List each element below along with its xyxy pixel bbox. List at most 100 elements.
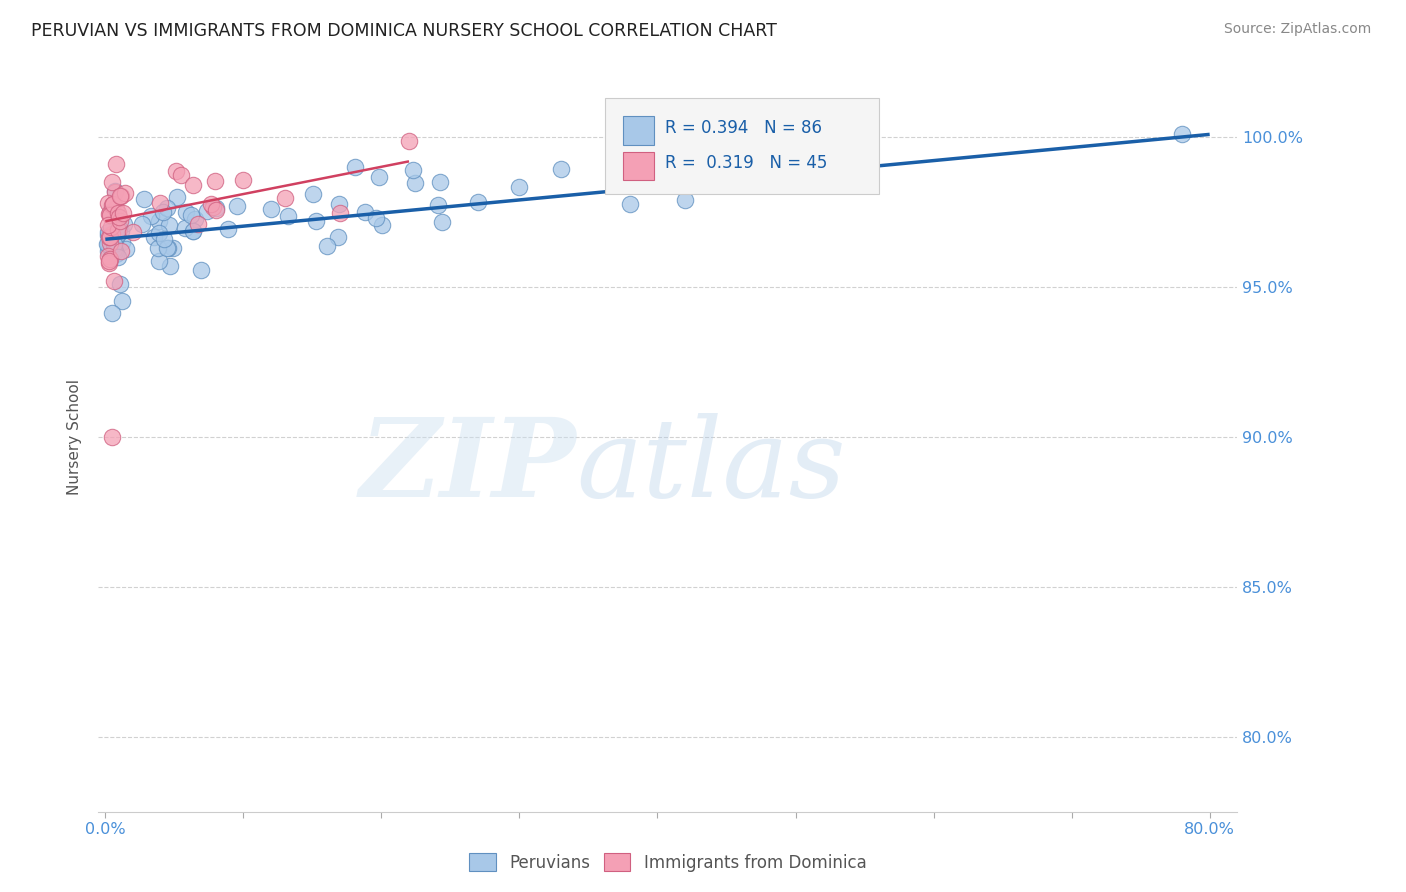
Point — [187, 217, 209, 231]
Point — [157, 219, 180, 233]
Point — [181, 224, 204, 238]
Point — [107, 205, 129, 219]
Point — [217, 222, 239, 236]
Point — [619, 197, 641, 211]
Point — [181, 178, 204, 192]
Point — [107, 223, 129, 237]
Point — [98, 252, 121, 266]
Point — [101, 306, 124, 320]
Point — [101, 196, 124, 211]
Point — [108, 277, 131, 291]
Point — [110, 224, 132, 238]
Point — [97, 195, 120, 210]
Point — [96, 237, 118, 252]
Point — [98, 236, 121, 251]
Point — [146, 241, 169, 255]
Point — [398, 134, 420, 148]
Point — [108, 210, 131, 224]
Point — [260, 202, 283, 216]
Point — [98, 206, 121, 220]
Point — [107, 250, 129, 264]
Point — [100, 208, 122, 222]
Legend: Peruvians, Immigrants from Dominica: Peruvians, Immigrants from Dominica — [463, 847, 873, 879]
Point — [368, 169, 391, 184]
Point — [184, 211, 207, 226]
Point — [174, 221, 197, 235]
Point — [195, 204, 218, 219]
Point — [97, 226, 120, 240]
Point — [166, 164, 188, 178]
Point — [153, 232, 176, 246]
Point — [156, 241, 179, 255]
Point — [204, 202, 226, 217]
Point — [343, 160, 366, 174]
Point — [190, 262, 212, 277]
Point — [371, 219, 394, 233]
Point — [432, 215, 454, 229]
Text: R = 0.394   N = 86: R = 0.394 N = 86 — [665, 119, 823, 136]
Point — [364, 211, 387, 226]
Point — [148, 254, 170, 268]
Point — [104, 202, 127, 216]
Point — [103, 243, 125, 257]
Point — [103, 235, 125, 250]
Point — [180, 208, 202, 222]
Point — [97, 244, 120, 259]
Point — [98, 230, 121, 244]
Point — [104, 157, 127, 171]
Point — [131, 217, 153, 231]
Point — [108, 189, 131, 203]
Point — [204, 174, 226, 188]
Point — [122, 226, 145, 240]
Point — [202, 200, 225, 214]
Point — [152, 205, 174, 219]
Point — [328, 196, 350, 211]
Point — [104, 185, 127, 199]
Point — [114, 186, 136, 200]
Point — [97, 219, 120, 233]
Point — [148, 214, 170, 228]
Point — [139, 209, 162, 223]
Point — [105, 220, 128, 235]
Point — [103, 237, 125, 252]
Point — [97, 207, 120, 221]
Point — [134, 192, 156, 206]
Point — [404, 176, 426, 190]
Point — [97, 256, 120, 270]
Point — [329, 206, 352, 220]
Point — [104, 244, 127, 259]
Text: Source: ZipAtlas.com: Source: ZipAtlas.com — [1223, 22, 1371, 37]
Point — [110, 244, 132, 259]
Point — [200, 197, 222, 211]
Text: R =  0.319   N = 45: R = 0.319 N = 45 — [665, 154, 827, 172]
Point — [101, 175, 124, 189]
Point — [100, 219, 122, 234]
Point — [673, 193, 696, 207]
Point — [467, 194, 489, 209]
Point — [143, 230, 166, 244]
Point — [353, 204, 375, 219]
Point — [114, 243, 136, 257]
Point — [105, 246, 128, 260]
Point — [156, 201, 179, 215]
Point — [111, 235, 134, 249]
Point — [315, 238, 337, 252]
Point — [226, 199, 249, 213]
Point — [156, 241, 179, 255]
Point — [98, 253, 121, 268]
Point — [97, 236, 120, 251]
Point — [426, 197, 449, 211]
Point — [166, 190, 188, 204]
Point — [100, 198, 122, 212]
Point — [107, 227, 129, 242]
Point — [148, 226, 170, 240]
Point — [107, 221, 129, 235]
Point — [277, 209, 299, 223]
Point — [274, 191, 297, 205]
Point — [550, 162, 572, 177]
Point — [402, 163, 425, 178]
Point — [101, 237, 124, 252]
Point — [101, 227, 124, 242]
Point — [105, 230, 128, 244]
Point — [100, 430, 122, 444]
